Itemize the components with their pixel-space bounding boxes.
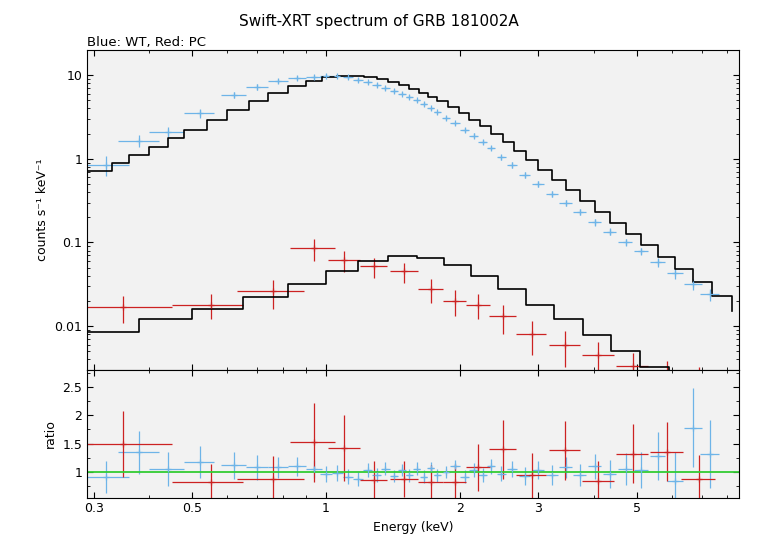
Text: Swift-XRT spectrum of GRB 181002A: Swift-XRT spectrum of GRB 181002A xyxy=(239,14,519,29)
Y-axis label: counts s⁻¹ keV⁻¹: counts s⁻¹ keV⁻¹ xyxy=(36,158,49,261)
Text: Blue: WT, Red: PC: Blue: WT, Red: PC xyxy=(87,36,206,49)
X-axis label: Energy (keV): Energy (keV) xyxy=(373,521,453,534)
Y-axis label: ratio: ratio xyxy=(44,419,57,448)
